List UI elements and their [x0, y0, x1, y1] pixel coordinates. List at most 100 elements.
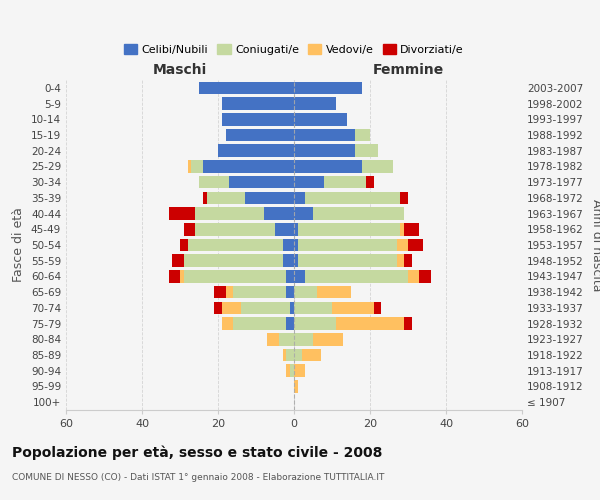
Bar [294, 302, 332, 314]
Bar [332, 302, 374, 314]
Text: Maschi: Maschi [153, 62, 207, 76]
Bar [286, 270, 294, 282]
Bar [233, 318, 286, 330]
Bar [226, 128, 294, 141]
Bar [408, 238, 423, 252]
Bar [362, 160, 393, 172]
Bar [222, 98, 294, 110]
Bar [218, 144, 294, 157]
Bar [214, 302, 222, 314]
Bar [286, 364, 290, 377]
Bar [355, 144, 377, 157]
Bar [188, 238, 283, 252]
Bar [355, 128, 370, 141]
Bar [199, 176, 229, 188]
Bar [199, 82, 294, 94]
Bar [283, 238, 294, 252]
Bar [313, 333, 343, 345]
Bar [283, 348, 286, 362]
Bar [222, 318, 233, 330]
Y-axis label: Anni di nascita: Anni di nascita [590, 198, 600, 291]
Bar [294, 238, 298, 252]
Bar [283, 254, 294, 267]
Bar [397, 254, 404, 267]
Bar [229, 176, 294, 188]
Bar [294, 254, 298, 267]
Bar [290, 364, 294, 377]
Bar [233, 286, 286, 298]
Bar [268, 333, 279, 345]
Bar [294, 176, 325, 188]
Bar [366, 176, 374, 188]
Bar [294, 128, 355, 141]
Bar [290, 302, 294, 314]
Bar [180, 238, 188, 252]
Bar [180, 270, 184, 282]
Bar [294, 98, 336, 110]
Bar [195, 223, 275, 235]
Bar [222, 302, 241, 314]
Bar [317, 286, 351, 298]
Bar [203, 160, 294, 172]
Bar [263, 208, 294, 220]
Bar [408, 270, 419, 282]
Bar [294, 380, 298, 392]
Bar [286, 286, 294, 298]
Bar [294, 208, 313, 220]
Bar [241, 302, 290, 314]
Bar [184, 254, 283, 267]
Bar [397, 238, 408, 252]
Bar [294, 270, 305, 282]
Bar [294, 364, 305, 377]
Bar [203, 192, 206, 204]
Legend: Celibi/Nubili, Coniugati/e, Vedovi/e, Divorziati/e: Celibi/Nubili, Coniugati/e, Vedovi/e, Di… [119, 40, 469, 59]
Bar [294, 348, 302, 362]
Bar [286, 348, 294, 362]
Bar [226, 286, 233, 298]
Bar [305, 270, 408, 282]
Bar [298, 223, 400, 235]
Y-axis label: Fasce di età: Fasce di età [13, 208, 25, 282]
Bar [294, 192, 305, 204]
Bar [188, 160, 191, 172]
Bar [404, 318, 412, 330]
Bar [172, 254, 184, 267]
Bar [400, 223, 404, 235]
Text: Femmine: Femmine [373, 62, 443, 76]
Bar [294, 318, 336, 330]
Bar [169, 208, 195, 220]
Bar [336, 318, 404, 330]
Bar [222, 113, 294, 126]
Text: COMUNE DI NESSO (CO) - Dati ISTAT 1° gennaio 2008 - Elaborazione TUTTITALIA.IT: COMUNE DI NESSO (CO) - Dati ISTAT 1° gen… [12, 472, 385, 482]
Bar [313, 208, 404, 220]
Bar [191, 160, 203, 172]
Bar [294, 333, 313, 345]
Bar [404, 223, 419, 235]
Bar [286, 318, 294, 330]
Bar [245, 192, 294, 204]
Bar [294, 160, 362, 172]
Bar [305, 192, 400, 204]
Bar [294, 223, 298, 235]
Bar [294, 113, 347, 126]
Bar [206, 192, 245, 204]
Bar [169, 270, 180, 282]
Bar [298, 254, 397, 267]
Text: Popolazione per età, sesso e stato civile - 2008: Popolazione per età, sesso e stato civil… [12, 445, 382, 460]
Bar [294, 144, 355, 157]
Bar [294, 286, 317, 298]
Bar [400, 192, 408, 204]
Bar [184, 223, 195, 235]
Bar [195, 208, 263, 220]
Bar [184, 270, 286, 282]
Bar [214, 286, 226, 298]
Bar [275, 223, 294, 235]
Bar [279, 333, 294, 345]
Bar [294, 82, 362, 94]
Bar [325, 176, 366, 188]
Bar [302, 348, 320, 362]
Bar [419, 270, 431, 282]
Bar [374, 302, 382, 314]
Bar [404, 254, 412, 267]
Bar [298, 238, 397, 252]
